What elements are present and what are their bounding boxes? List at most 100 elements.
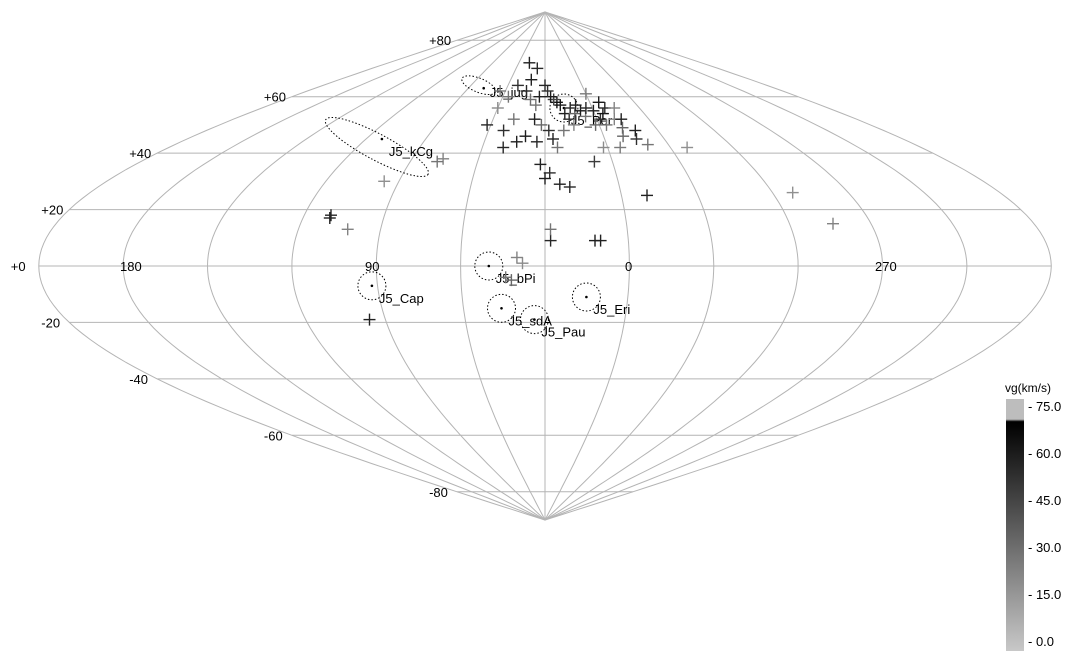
lon-label: 90: [365, 259, 379, 274]
lat-label: +60: [264, 90, 286, 105]
lat-label: -80: [429, 485, 448, 500]
meteor-point: [544, 90, 557, 103]
lon-label: 0: [625, 259, 632, 274]
lat-label: +20: [41, 203, 63, 218]
colorbar-gradient: [1006, 399, 1024, 651]
lat-label: -60: [264, 428, 283, 443]
meteor-point: [553, 178, 566, 191]
meteor-point: [533, 90, 546, 103]
meteor-point: [594, 113, 607, 126]
meteor-point: [529, 99, 542, 112]
shower-label: J5_Pau: [541, 325, 585, 340]
colorbar-tick-label: - 30.0: [1028, 540, 1061, 555]
meteor-point: [827, 217, 839, 230]
meteor-point: [579, 102, 592, 114]
meteor-point: [681, 141, 694, 154]
meteor-point: [524, 93, 537, 106]
meteor-point: [596, 107, 609, 120]
shower-radiant: J5_Pau: [519, 305, 585, 340]
meteor-point: [534, 158, 547, 171]
meteor-point: [516, 257, 529, 270]
graticule: [38, 11, 1052, 521]
shower-radiant: J5_Eri: [571, 282, 630, 317]
meteor-point: [544, 234, 557, 247]
shower-radiant: J5_Cap: [357, 271, 424, 306]
meteor-point: [510, 251, 523, 264]
meteor-point: [494, 85, 507, 97]
lon-label: 180: [120, 259, 142, 274]
meteor-point: [547, 93, 560, 106]
colorbar-tick-label: - 0.0: [1028, 634, 1054, 649]
meteor-point: [491, 102, 504, 114]
lat-label: +80: [429, 33, 451, 48]
meteor-point: [608, 102, 621, 114]
meteor-point: [363, 313, 376, 326]
meteor-point: [531, 62, 544, 75]
lon-label: 270: [875, 259, 897, 274]
meteor-point: [520, 85, 533, 97]
colorbar-tick-label: - 45.0: [1028, 493, 1061, 508]
meteor-point: [505, 274, 518, 287]
colorbar-tick-label: - 60.0: [1028, 446, 1061, 461]
longitude-labels: 180 90 0 270: [120, 259, 897, 274]
meteor-point: [437, 152, 450, 165]
meteor-points: [323, 56, 839, 326]
meteor-point: [507, 113, 520, 126]
meteor-point: [523, 56, 536, 69]
shower-label: J5_Eri: [593, 302, 630, 317]
meteor-point: [615, 113, 628, 126]
meteor-point: [551, 141, 564, 154]
meteor-point: [341, 223, 354, 236]
meteor-point: [541, 85, 554, 97]
shower-label: J5_kCg: [389, 144, 433, 159]
meteor-point: [502, 90, 515, 103]
colorbar: vg(km/s) - 75.0 - 60.0 - 45.0 - 30.0 - 15.0 -…: [1005, 381, 1061, 651]
shower-radiant: J5_sdA: [487, 293, 553, 328]
shower-radiants: J5_jugJ5_kCgJ5_PerJ5_bPiJ5_CapJ5_sdAJ5_P…: [324, 75, 630, 340]
lat-label: -20: [41, 315, 60, 330]
meteor-point: [597, 141, 610, 154]
lat-label: +40: [129, 146, 151, 161]
meteor-point: [325, 209, 337, 222]
meteor-point: [544, 223, 557, 236]
meteor-point: [600, 118, 613, 131]
meteor-point: [594, 234, 607, 247]
shower-label: J5_sdA: [509, 313, 553, 328]
shower-label: J5_bPi: [496, 271, 536, 286]
colorbar-tick-label: - 15.0: [1028, 587, 1061, 602]
meteor-point: [535, 118, 548, 131]
lat-label: +0: [11, 259, 26, 274]
meteor-point: [499, 271, 512, 284]
meteor-point: [641, 138, 654, 151]
meteor-point: [378, 175, 391, 188]
meteor-point: [617, 130, 630, 143]
meteor-point: [574, 104, 587, 117]
shower-label: J5_Cap: [379, 291, 424, 306]
meteor-point: [569, 99, 582, 112]
meteor-point: [641, 189, 653, 202]
meteor-point: [786, 186, 799, 199]
lat-label: -40: [129, 372, 148, 387]
meteor-point: [497, 141, 510, 154]
meteor-point: [511, 79, 524, 92]
meteor-point: [550, 96, 563, 109]
meteor-point: [497, 124, 510, 137]
meteor-point: [557, 124, 570, 137]
meteor-point: [588, 155, 601, 168]
meteor-point: [567, 118, 580, 131]
meteor-point: [323, 212, 336, 224]
meteor-point: [614, 141, 627, 154]
meteor-point: [525, 73, 538, 86]
meteor-point: [592, 96, 605, 109]
meteor-point: [547, 133, 559, 145]
meteor-point: [510, 135, 523, 148]
meteor-point: [589, 118, 602, 131]
colorbar-title: vg(km/s): [1005, 381, 1051, 395]
meteor-point: [539, 79, 551, 92]
meteor-point: [587, 104, 600, 117]
meteor-point: [539, 172, 551, 185]
meteor-point: [519, 130, 532, 143]
meteor-point: [431, 155, 444, 168]
meteor-point: [629, 124, 642, 137]
